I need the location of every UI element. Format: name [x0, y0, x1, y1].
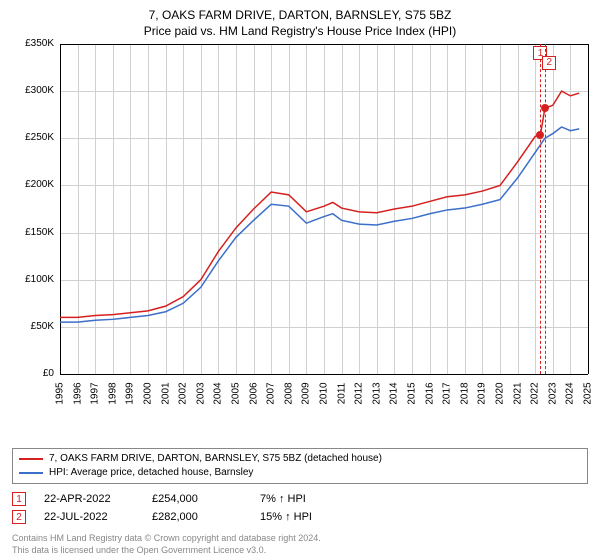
attribution-line2: This data is licensed under the Open Gov…: [12, 544, 588, 556]
legend-label: HPI: Average price, detached house, Barn…: [49, 466, 253, 480]
x-axis-label: 2016: [424, 379, 435, 409]
x-axis-label: 2004: [213, 379, 224, 409]
x-axis-label: 2014: [389, 379, 400, 409]
sales-cell-pct: 7% ↑ HPI: [260, 493, 350, 505]
x-axis-label: 2010: [319, 379, 330, 409]
x-axis-label: 2017: [442, 379, 453, 409]
x-axis-label: 2012: [354, 379, 365, 409]
x-axis-label: 2020: [495, 379, 506, 409]
x-axis-label: 1997: [90, 379, 101, 409]
legend-item: HPI: Average price, detached house, Barn…: [19, 466, 581, 480]
legend-item: 7, OAKS FARM DRIVE, DARTON, BARNSLEY, S7…: [19, 452, 581, 466]
sales-cell-price: £254,000: [152, 493, 242, 505]
x-axis-label: 2019: [477, 379, 488, 409]
x-axis-label: 2005: [231, 379, 242, 409]
x-axis-label: 2006: [248, 379, 259, 409]
legend-label: 7, OAKS FARM DRIVE, DARTON, BARNSLEY, S7…: [49, 452, 382, 466]
attribution-line1: Contains HM Land Registry data © Crown c…: [12, 532, 588, 544]
attribution-text: Contains HM Land Registry data © Crown c…: [12, 532, 588, 556]
x-axis-label: 2011: [336, 379, 347, 409]
sales-cell-price: £282,000: [152, 511, 242, 523]
sales-cell-date: 22-APR-2022: [44, 493, 134, 505]
sales-cell-pct: 15% ↑ HPI: [260, 511, 350, 523]
sale-marker-dot: [541, 104, 549, 112]
chart-title-line2: Price paid vs. HM Land Registry's House …: [12, 24, 588, 38]
sales-num-box: 1: [12, 492, 26, 506]
x-axis-label: 2015: [407, 379, 418, 409]
sale-marker-line: [545, 44, 546, 374]
x-axis-label: 2007: [266, 379, 277, 409]
sales-cell-date: 22-JUL-2022: [44, 511, 134, 523]
x-axis-label: 2013: [371, 379, 382, 409]
x-axis-label: 1999: [125, 379, 136, 409]
legend-swatch: [19, 458, 43, 460]
x-axis-label: 2008: [283, 379, 294, 409]
legend-swatch: [19, 472, 43, 474]
x-axis-label: 2002: [178, 379, 189, 409]
x-axis-label: 1998: [107, 379, 118, 409]
sales-table: 1 22-APR-2022 £254,000 7% ↑ HPI 2 22-JUL-2022…: [12, 490, 588, 526]
sale-marker-dot: [536, 131, 544, 139]
sales-row: 2 22-JUL-2022 £282,000 15% ↑ HPI: [12, 508, 588, 526]
x-axis-label: 2021: [512, 379, 523, 409]
x-axis-label: 2022: [530, 379, 541, 409]
x-axis-label: 2018: [459, 379, 470, 409]
sales-row: 1 22-APR-2022 £254,000 7% ↑ HPI: [12, 490, 588, 508]
x-axis-label: 2024: [565, 379, 576, 409]
sale-marker-line: [540, 44, 541, 374]
chart-plot-area: £0£50K£100K£150K£200K£250K£300K£350K1995…: [12, 44, 588, 446]
x-axis-label: 2009: [301, 379, 312, 409]
x-axis-label: 2003: [195, 379, 206, 409]
sale-marker-annotation: 2: [542, 56, 556, 70]
x-axis-label: 2025: [583, 379, 594, 409]
x-axis-label: 1996: [72, 379, 83, 409]
x-axis-label: 2000: [143, 379, 154, 409]
sales-num-box: 2: [12, 510, 26, 524]
chart-title-line1: 7, OAKS FARM DRIVE, DARTON, BARNSLEY, S7…: [12, 8, 588, 22]
x-axis-label: 1995: [55, 379, 66, 409]
series-line-hpi: [60, 127, 579, 322]
chart-lines-svg: [12, 44, 590, 376]
chart-legend: 7, OAKS FARM DRIVE, DARTON, BARNSLEY, S7…: [12, 448, 588, 484]
series-line-property: [60, 91, 579, 317]
x-axis-label: 2001: [160, 379, 171, 409]
chart-titles: 7, OAKS FARM DRIVE, DARTON, BARNSLEY, S7…: [12, 8, 588, 38]
x-axis-label: 2023: [547, 379, 558, 409]
chart-container: 7, OAKS FARM DRIVE, DARTON, BARNSLEY, S7…: [0, 0, 600, 560]
